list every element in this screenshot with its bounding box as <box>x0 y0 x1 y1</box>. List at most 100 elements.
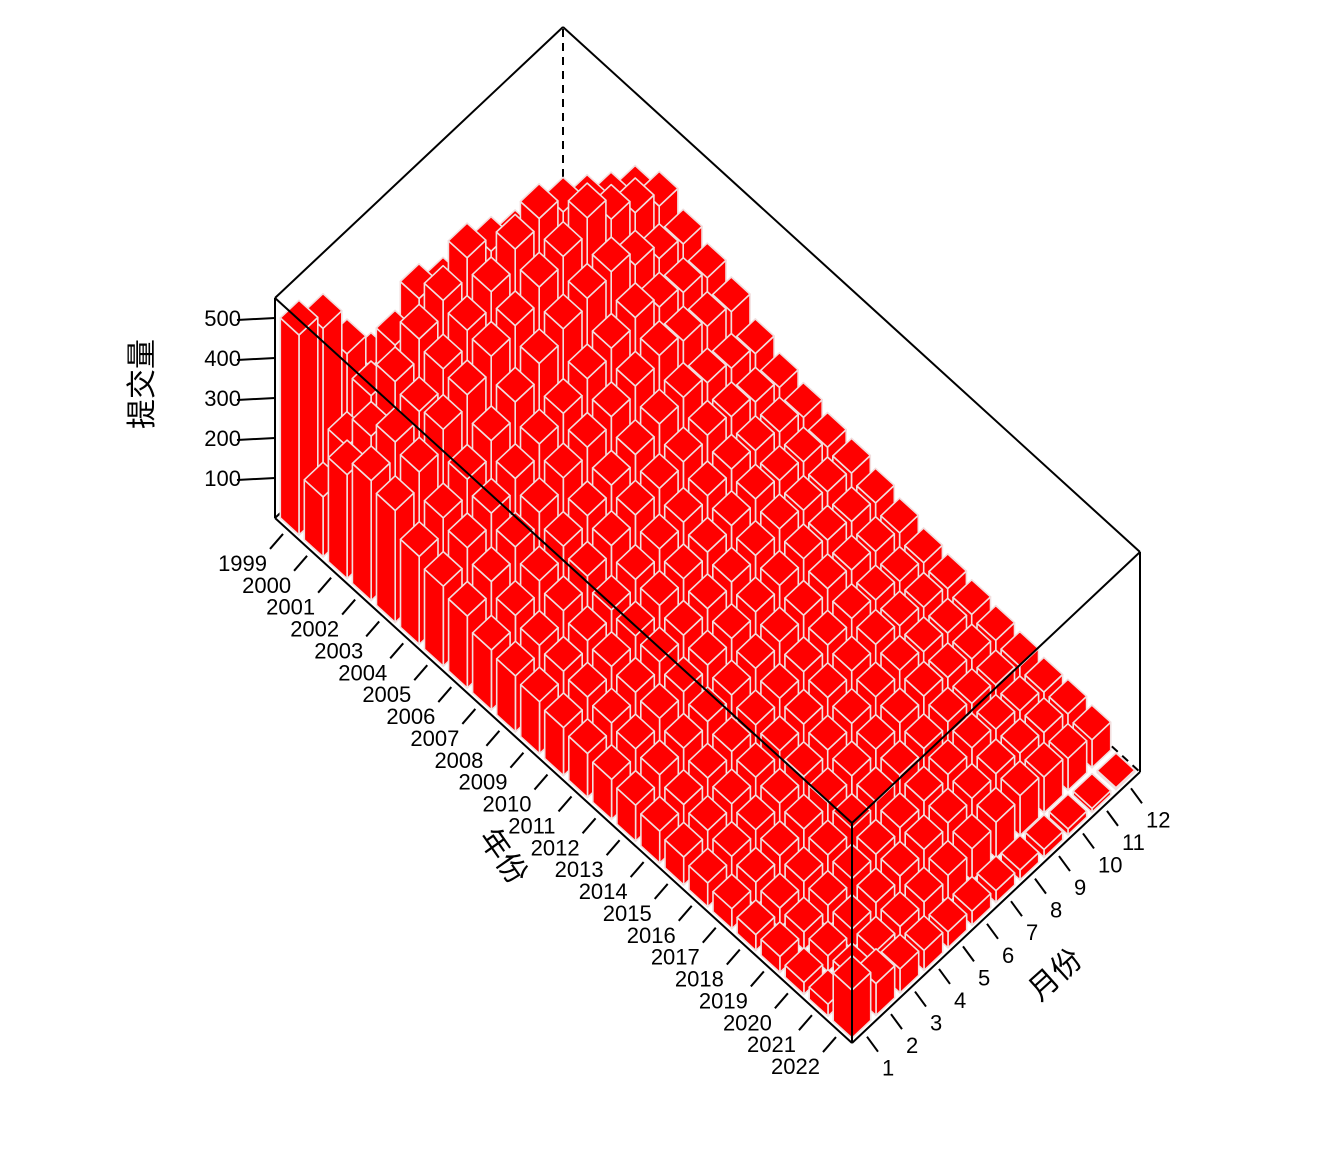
z-tick-label: 100 <box>204 466 241 491</box>
x-tick-mark <box>317 577 332 594</box>
box-edge-top-left <box>274 26 564 299</box>
bar-2022-10 <box>1048 793 1088 836</box>
x-tick-mark <box>269 533 284 550</box>
x-tick-label: 2012 <box>531 835 580 860</box>
x-tick-mark <box>581 817 597 834</box>
x-tick-mark <box>557 795 573 813</box>
y-tick-mark <box>1106 810 1119 827</box>
x-tick-mark <box>341 598 356 616</box>
y-tick-label: 5 <box>978 965 990 990</box>
x-tick-label: 2018 <box>675 967 724 992</box>
z-axis-title: 提交量 <box>125 339 160 429</box>
x-tick-label: 2011 <box>508 813 555 838</box>
box-edge-floor-side <box>851 771 1141 1044</box>
x-tick-label: 2009 <box>458 770 507 795</box>
x-tick-label: 2005 <box>362 682 411 707</box>
y-tick-mark <box>1130 787 1143 804</box>
bar-2020-2 <box>808 920 848 973</box>
y-tick-label: 2 <box>906 1033 918 1058</box>
y-tick-mark <box>1034 878 1047 895</box>
y-tick-mark <box>914 990 927 1008</box>
x-tick-label: 2015 <box>603 901 652 926</box>
y-tick-label: 9 <box>1074 875 1086 900</box>
y-tick-mark <box>890 1013 903 1030</box>
plot-box-front-edges <box>274 26 1141 1044</box>
y-tick-mark <box>986 923 999 940</box>
bar-2022-11 <box>1072 772 1112 814</box>
x-tick-mark <box>533 773 549 791</box>
x-tick-label: 2002 <box>290 617 339 642</box>
y-tick-label: 10 <box>1098 852 1122 877</box>
x-tick-mark <box>798 1014 813 1031</box>
y-tick-mark <box>866 1036 879 1053</box>
x-tick-label: 2020 <box>723 1010 772 1035</box>
z-tick-label: 400 <box>204 346 241 371</box>
x-tick-label: 2010 <box>483 792 532 817</box>
x-tick-label: 2006 <box>386 704 435 729</box>
z-tick-mark <box>236 317 276 321</box>
x-tick-label: 2008 <box>434 748 483 773</box>
x-tick-mark <box>822 1036 837 1053</box>
y-tick-mark <box>1010 900 1023 917</box>
y-tick-mark <box>1058 855 1071 872</box>
x-tick-label: 2001 <box>266 595 315 620</box>
x-tick-mark <box>389 642 404 659</box>
y-tick-mark <box>962 945 975 962</box>
z-tick-mark <box>236 477 276 481</box>
y-tick-label: 3 <box>930 1011 942 1036</box>
z-tick-mark <box>236 437 276 441</box>
x-tick-label: 2007 <box>410 726 459 751</box>
bars-group <box>279 164 1136 1039</box>
y-tick-label: 1 <box>882 1056 894 1081</box>
box-edge-top-back <box>562 26 1141 553</box>
z-tick-label: 200 <box>204 426 241 451</box>
x-tick-mark <box>485 730 501 747</box>
x-tick-mark <box>509 752 525 769</box>
x-tick-mark <box>702 927 717 944</box>
x-tick-label: 2019 <box>699 988 748 1013</box>
x-tick-mark <box>413 664 429 681</box>
x-tick-label: 2013 <box>555 857 604 882</box>
x-tick-mark <box>365 620 380 638</box>
x-tick-mark <box>750 970 765 988</box>
x-tick-label: 2004 <box>338 660 387 685</box>
x-tick-mark <box>437 686 453 703</box>
box-edge-top-side <box>851 551 1141 824</box>
z-tick-mark <box>236 397 276 401</box>
bar-2022-8 <box>1000 834 1040 881</box>
z-tick-mark <box>236 357 276 361</box>
x-tick-mark <box>293 555 308 572</box>
x-tick-label: 1999 <box>218 551 267 576</box>
box-edge-top-front <box>274 297 853 824</box>
box-edge-floor-front <box>274 517 853 1044</box>
x-tick-label: 2022 <box>771 1054 820 1079</box>
y-axis-title: 月份 <box>1022 942 1090 1008</box>
y-tick-label: 12 <box>1146 807 1170 832</box>
x-tick-label: 2014 <box>579 879 628 904</box>
y-tick-label: 6 <box>1002 943 1014 968</box>
y-tick-mark <box>1082 832 1095 850</box>
bar-2022-6 <box>952 875 992 927</box>
x-axis-years: 1999200020012002200320042005200620072008… <box>218 533 837 1079</box>
y-tick-label: 8 <box>1050 898 1062 923</box>
x-tick-mark <box>677 905 693 922</box>
x-tick-mark <box>774 992 789 1009</box>
bar-2020-1 <box>784 946 824 996</box>
x-tick-label: 2016 <box>627 923 676 948</box>
z-tick-label: 300 <box>204 386 241 411</box>
x-tick-mark <box>629 861 645 878</box>
y-tick-label: 4 <box>954 988 966 1013</box>
x-tick-mark <box>653 883 669 900</box>
z-tick-label: 500 <box>204 306 241 331</box>
z-axis: 100 200 300 400 500 <box>204 306 276 491</box>
bar-2022-9 <box>1024 813 1064 859</box>
y-tick-mark <box>938 968 951 985</box>
bar-2022-12 <box>1096 752 1136 791</box>
x-tick-mark <box>726 948 741 966</box>
y-tick-label: 11 <box>1122 830 1145 855</box>
x-tick-label: 2003 <box>314 638 363 663</box>
x-tick-label: 2000 <box>242 573 291 598</box>
y-tick-label: 7 <box>1026 920 1038 945</box>
